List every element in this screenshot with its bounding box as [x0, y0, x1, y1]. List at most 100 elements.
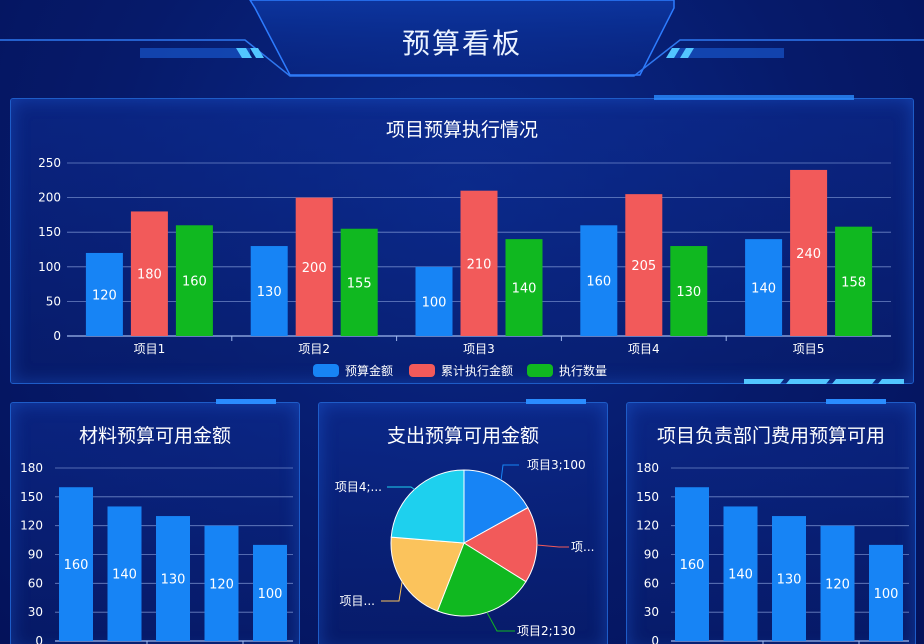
- bar-value-label: 120: [92, 288, 117, 303]
- bar: [580, 225, 618, 336]
- y-tick-label: 50: [46, 294, 61, 308]
- bar-value-label: 160: [64, 558, 89, 573]
- panel-deco-right: [826, 399, 886, 404]
- bar: [250, 246, 288, 336]
- legend-label: 累计执行金额: [441, 363, 513, 378]
- bar: [340, 228, 378, 336]
- bar-value-label: 160: [182, 275, 207, 290]
- panel-deco-left: [216, 399, 276, 404]
- page-title: 预算看板: [401, 27, 522, 60]
- bar: [869, 544, 903, 641]
- bar-value-label: 158: [841, 275, 866, 290]
- material-budget-panel: 材料预算可用金额 0 30 60 90 120 150 180 160 140 130 120 100: [10, 402, 300, 644]
- bar: [670, 246, 708, 336]
- pie-leader-line: [387, 486, 415, 490]
- bar-value-label: 100: [422, 295, 447, 310]
- bar-value-label: 130: [777, 573, 802, 588]
- y-tick-label: 150: [20, 490, 43, 504]
- pie-slice: [436, 542, 527, 617]
- pie-leader-line: [536, 544, 569, 548]
- dept-budget-chart: 0 30 60 90 120 150 180 160 140 130 120 100: [636, 461, 909, 644]
- x-tick-label: 项目1: [134, 342, 166, 356]
- pie-leader-line: [381, 581, 403, 602]
- material-budget-chart: 0 30 60 90 120 150 180 160 140 130 120 100: [20, 461, 293, 644]
- y-tick-label: 100: [38, 260, 61, 274]
- dept-budget-title: 项目负责部门费用预算可用: [656, 425, 885, 447]
- bar-value-label: 100: [258, 587, 283, 602]
- bar-value-label: 160: [586, 275, 611, 290]
- bar-value-label: 130: [161, 573, 186, 588]
- y-tick-label: 90: [28, 548, 43, 562]
- pie-leader-line: [486, 612, 515, 632]
- header: 预算看板: [0, 0, 924, 90]
- bar: [723, 506, 758, 641]
- y-tick-label: 60: [28, 576, 43, 590]
- y-tick-label: 90: [644, 548, 659, 562]
- bar: [460, 190, 498, 336]
- header-frame: [0, 0, 924, 77]
- legend-label: 预算金额: [345, 363, 393, 378]
- y-tick-label: 30: [644, 605, 659, 619]
- x-tick-label: 项目2: [298, 342, 330, 356]
- bar: [253, 544, 287, 641]
- panel-deco-middle: [526, 399, 586, 404]
- panel-deco-top: [654, 95, 854, 100]
- bar-value-label: 120: [825, 577, 850, 592]
- x-tick-label: 项目5: [793, 342, 825, 356]
- bar: [175, 225, 213, 336]
- bar: [130, 211, 168, 336]
- y-tick-label: 30: [28, 605, 43, 619]
- legend-swatch: [409, 364, 435, 377]
- pie-label: 项目4;...: [335, 480, 382, 494]
- pie-label: 项目...: [340, 594, 375, 608]
- bar-value-label: 130: [676, 285, 701, 300]
- y-tick-label: 60: [644, 576, 659, 590]
- x-tick-label: 项目3: [463, 342, 495, 356]
- bar-value-label: 200: [302, 261, 327, 276]
- bar: [625, 194, 663, 336]
- legend-swatch: [527, 364, 553, 377]
- bar-value-label: 210: [467, 257, 492, 272]
- bar-value-label: 140: [112, 568, 137, 583]
- bar: [745, 239, 783, 336]
- y-tick-label: 150: [636, 490, 659, 504]
- y-tick-label: 120: [636, 519, 659, 533]
- pie-label: 项...: [571, 540, 594, 554]
- bar: [772, 516, 806, 641]
- bar: [820, 525, 855, 641]
- y-tick-label: 250: [38, 156, 61, 170]
- y-tick-label: 150: [38, 225, 61, 239]
- y-tick-label: 0: [35, 634, 43, 644]
- x-tick-label: 项目4: [628, 342, 660, 356]
- pie-slice: [463, 506, 538, 583]
- pie-label: 项目2;130: [517, 624, 576, 638]
- expense-budget-panel: 支出预算可用金额 项目3;100 项... 项目2;130 项目... 项目4;...: [318, 402, 608, 644]
- pie-leader-line: [500, 464, 519, 481]
- bar-value-label: 140: [728, 568, 753, 583]
- bar-value-label: 240: [796, 247, 821, 262]
- bar-value-label: 140: [512, 282, 537, 297]
- bar-value-label: 160: [680, 558, 705, 573]
- bar: [415, 266, 453, 336]
- bar-value-label: 155: [347, 276, 372, 291]
- main-chart-title: 项目预算执行情况: [385, 119, 538, 141]
- dept-budget-panel: 项目负责部门费用预算可用 0 30 60 90 120 150 180 160 140 130 12…: [626, 402, 916, 644]
- bar-value-label: 180: [137, 268, 162, 283]
- main-bar-chart: 0 50 100 150 200 250 120 180 160 项目1 130 200 155 项目2 1…: [38, 156, 891, 378]
- panel-deco-bottom: [744, 379, 904, 384]
- bar: [59, 487, 93, 641]
- y-tick-label: 180: [636, 461, 659, 475]
- bar: [675, 487, 709, 641]
- bar: [156, 516, 190, 641]
- bar-value-label: 100: [874, 587, 899, 602]
- legend-swatch: [313, 364, 339, 377]
- bar-value-label: 205: [631, 259, 656, 274]
- bar: [107, 506, 142, 641]
- pie-slice: [390, 469, 465, 544]
- y-tick-label: 200: [38, 191, 61, 205]
- y-tick-label: 0: [651, 634, 659, 644]
- expense-budget-title: 支出预算可用金额: [386, 425, 539, 447]
- bar: [85, 252, 123, 336]
- legend-label: 执行数量: [559, 363, 607, 378]
- bar: [505, 239, 543, 336]
